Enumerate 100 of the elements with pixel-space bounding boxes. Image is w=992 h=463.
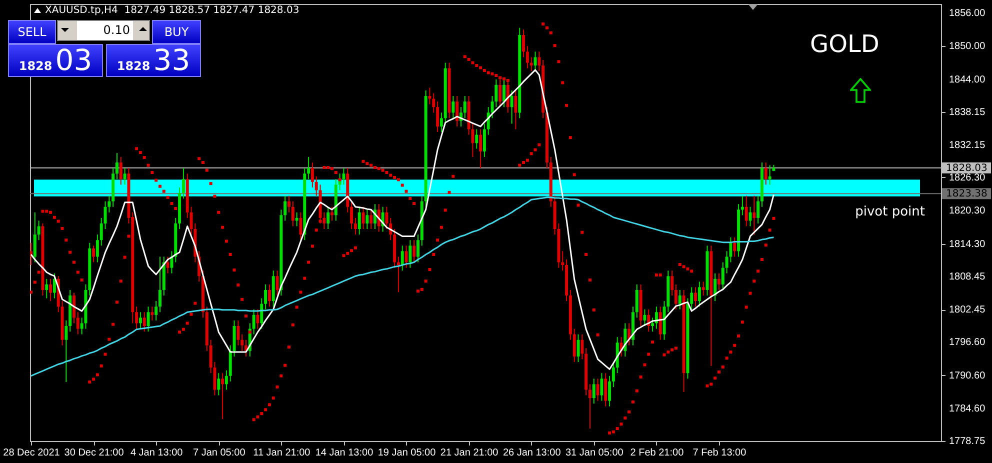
candlestick (510, 90, 514, 124)
candlestick (744, 195, 748, 227)
buy-button: BUY (152, 20, 201, 44)
candlestick (479, 128, 482, 169)
candlestick (326, 206, 330, 230)
x-tick-label: 21 Jan 21:00 (440, 448, 499, 458)
x-tick-label: 11 Jan 21:00 (253, 448, 311, 458)
candlestick (768, 164, 772, 186)
candlestick (658, 306, 662, 340)
y-tick-label: 1856.00 (949, 8, 986, 19)
candlestick (37, 220, 40, 241)
annotation: 03 (55, 43, 92, 77)
x-tick-label: 26 Jan 13:00 (502, 448, 562, 458)
y-tick-label: 1844.00 (949, 74, 986, 86)
candlestick (612, 362, 615, 388)
y-tick-label: 1832.15 (949, 140, 986, 152)
candlestick (33, 212, 36, 263)
candlestick (260, 298, 264, 330)
candlestick (314, 176, 318, 196)
candlestick (522, 28, 526, 58)
candlestick (530, 56, 533, 72)
candlestick (502, 78, 506, 108)
candlestick (733, 236, 736, 258)
candlestick (158, 256, 162, 313)
candlestick (561, 250, 564, 272)
candlestick (463, 96, 466, 119)
candlestick (362, 206, 365, 230)
candlestick (604, 372, 608, 407)
x-tick-label: 31 Jan 05:00 (565, 448, 624, 458)
chart-title: XAUUSD.tp,H4 1827.49 1828.57 1827.47 1828.03 (45, 5, 300, 16)
candlestick (432, 92, 436, 114)
y-tick-label: 1802.45 (949, 304, 986, 316)
annotation: 1828 (18, 58, 52, 75)
candlestick (138, 312, 142, 330)
candlestick (358, 206, 361, 236)
y-tick-label: 1826.30 (949, 172, 986, 184)
candlestick (299, 212, 302, 241)
candlestick (166, 256, 170, 274)
candlestick (600, 372, 604, 402)
y-tick-label: 1784.60 (949, 404, 986, 415)
candlestick (670, 270, 674, 296)
candlestick (350, 200, 354, 230)
candlestick (416, 234, 420, 263)
y-tick-label: 1838.15 (949, 106, 986, 118)
y-tick-label: 1796.60 (949, 337, 986, 348)
candlestick (690, 286, 694, 310)
candlestick (221, 372, 224, 420)
candlestick (287, 195, 290, 213)
candlestick (92, 245, 96, 263)
candlestick (276, 270, 279, 296)
candlestick (592, 378, 596, 404)
candlestick (284, 195, 287, 222)
candlestick (256, 308, 260, 330)
line-series (30, 69, 774, 370)
candlestick (643, 308, 646, 326)
candlestick (698, 281, 701, 308)
candlestick (52, 272, 56, 299)
candlestick (534, 51, 537, 72)
candlestick (475, 128, 478, 150)
candlestick (588, 384, 592, 430)
annotation: 1828 (116, 58, 150, 75)
line-series (30, 196, 774, 377)
ref-line-label: 1823.38 (946, 188, 988, 200)
candlestick (217, 372, 220, 396)
candlestick (76, 312, 80, 335)
candlestick (119, 156, 122, 186)
candlestick (748, 206, 752, 227)
annotation: 0.10 (77, 21, 133, 40)
candlestick (572, 328, 576, 363)
candlestick (678, 289, 682, 310)
candlestick (142, 312, 146, 332)
candlestick (123, 168, 126, 186)
candlestick (307, 156, 310, 180)
annotation: 33 (153, 43, 190, 77)
y-tick-label: 1778.75 (949, 436, 986, 447)
text: GOLD (810, 30, 880, 58)
candlestick (135, 306, 138, 330)
candlestick (236, 320, 240, 346)
candlestick (100, 217, 103, 246)
candlestick (396, 256, 400, 293)
candlestick (428, 87, 432, 105)
candlestick (64, 320, 68, 382)
candlestick (45, 278, 48, 299)
candlestick (436, 101, 440, 133)
candlestick (154, 300, 158, 321)
ref-line-label: 1828.03 (946, 162, 988, 174)
buy-price-button: 1828 33 (106, 44, 201, 77)
candlestick (268, 284, 271, 308)
candlestick (674, 284, 678, 310)
candlestick (264, 284, 268, 310)
candlestick (440, 112, 443, 133)
lot-size-field: 0.10 (57, 20, 150, 41)
x-tick-label: 28 Dec 2021 (3, 448, 60, 458)
candlestick (370, 209, 373, 230)
candlestick (752, 195, 756, 236)
y-tick-label: 1790.60 (949, 370, 986, 382)
sell-button: SELL (8, 20, 56, 44)
y-tick-label: 1814.30 (949, 238, 986, 250)
x-tick-label: 7 Feb 13:00 (692, 448, 747, 458)
x-tick-label: 19 Jan 05:00 (378, 448, 436, 458)
